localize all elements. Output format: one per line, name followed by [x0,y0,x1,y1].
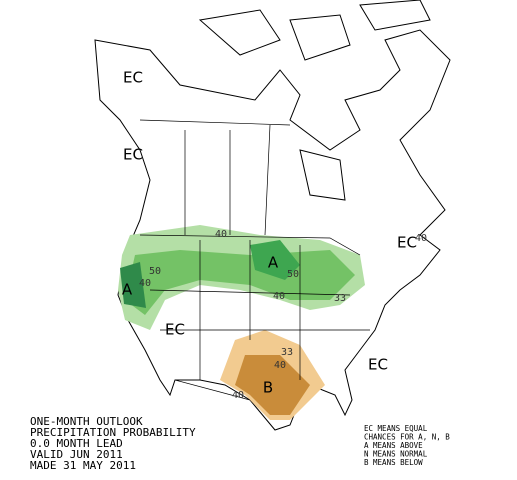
contour-label: 50 [287,269,299,280]
shading [118,225,365,420]
region-label: A [268,254,279,272]
above-dark [250,240,300,280]
region-label: EC [368,356,388,374]
border [139,119,291,126]
island [198,9,281,56]
region-label: EC [123,69,143,87]
contour-label: 40 [232,390,244,401]
contour-label: 40 [273,291,285,302]
legend-line: A MEANS ABOVE [364,441,423,450]
borders [139,119,370,401]
title-line: ONE-MONTH OUTLOOK [30,415,143,428]
legend-line: EC MEANS EQUAL [364,424,428,433]
border [174,379,251,401]
region-label: A [122,281,133,299]
contour-label: 40 [274,360,286,371]
legend-line: B MEANS BELOW [364,458,423,467]
region-label: EC [397,234,417,252]
title-line: PRECIPITATION PROBABILITY [30,426,196,439]
region-label: EC [165,321,185,339]
below-mid [235,355,310,415]
region-label: B [263,379,273,397]
title-line: MADE 31 MAY 2011 [30,459,136,472]
border [184,124,271,236]
contour-label: 40 [215,229,227,240]
border [149,240,370,380]
title-line: 0.0 MONTH LEAD [30,437,123,450]
above-dark [120,262,146,308]
contour-label: 33 [281,347,293,358]
legend-line: N MEANS NORMAL [364,450,428,459]
border [139,234,361,256]
island [359,0,431,31]
legend-line: CHANCES FOR A, N, B [364,433,450,442]
contour-label: 40 [139,278,151,289]
contour-label: 40 [415,233,427,244]
region-label: EC [123,146,143,164]
island [289,14,351,61]
contour-label: 50 [149,266,161,277]
title-line: VALID JUN 2011 [30,448,123,461]
contour-label: 33 [334,293,346,304]
island [299,149,346,201]
